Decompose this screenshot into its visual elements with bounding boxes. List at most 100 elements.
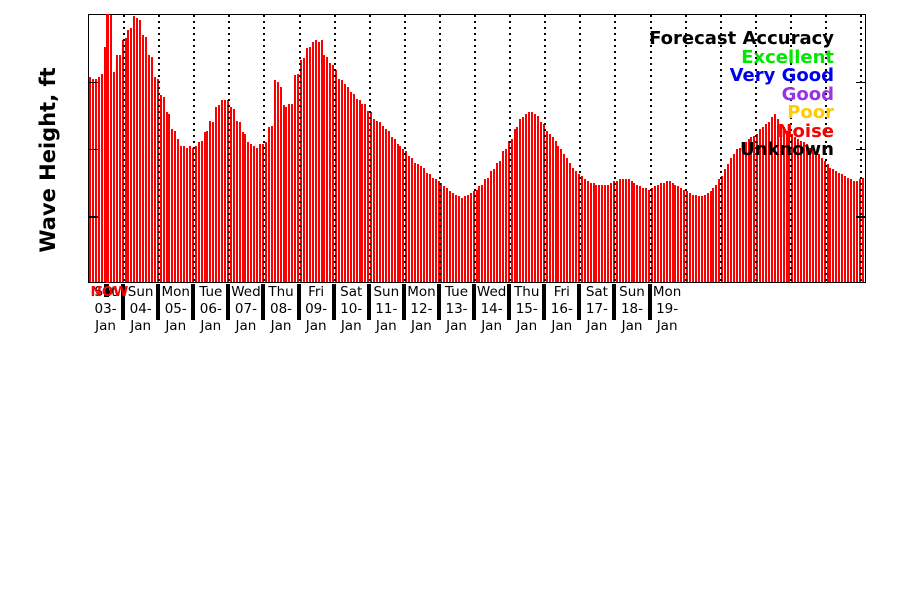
bar	[648, 189, 651, 282]
bar	[346, 86, 349, 282]
bar	[343, 83, 346, 282]
day-separator	[649, 15, 652, 282]
bar	[806, 144, 809, 282]
bar	[221, 100, 224, 282]
bar	[405, 150, 408, 282]
bar	[238, 122, 241, 282]
x-axis-day-cell: Mon 05-Jan	[158, 284, 193, 334]
bar	[776, 118, 779, 282]
bar	[823, 160, 826, 282]
bar	[332, 65, 335, 282]
x-axis-day-cell: Sun 11-Jan	[369, 284, 404, 334]
bar	[618, 179, 621, 282]
x-axis-day-cell: Fri 16-Jan	[544, 284, 579, 334]
bar	[501, 150, 504, 282]
bar	[513, 129, 516, 282]
bar	[525, 113, 528, 282]
bar	[142, 34, 145, 282]
bar	[703, 194, 706, 282]
x-axis-day-tick	[296, 284, 301, 320]
bar	[253, 145, 256, 282]
bar	[645, 187, 648, 282]
bar	[174, 130, 177, 282]
day-separator	[754, 15, 757, 282]
bar	[498, 160, 501, 282]
bar	[373, 118, 376, 282]
x-axis-day-tick	[366, 284, 371, 320]
bar	[171, 129, 174, 282]
bar	[417, 164, 420, 282]
bar	[273, 80, 276, 282]
x-axis-day-cell: Tue 06-Jan	[193, 284, 228, 334]
day-of-week-label: Sat	[585, 284, 608, 300]
bar	[838, 172, 841, 282]
day-separator	[438, 15, 441, 282]
bar	[446, 187, 449, 282]
bar	[212, 122, 215, 282]
bar	[536, 115, 539, 282]
x-axis-day-tick	[472, 284, 477, 320]
day-separator	[298, 15, 301, 282]
bar	[852, 181, 855, 282]
bar	[472, 191, 475, 282]
bar	[414, 162, 417, 282]
day-separator	[614, 15, 617, 282]
x-axis-day-tick	[507, 284, 512, 320]
bar	[604, 184, 607, 282]
bar	[235, 120, 238, 282]
bar	[735, 149, 738, 282]
bar	[232, 108, 235, 282]
x-axis-day-cell: Sun 18-Jan	[614, 284, 649, 334]
bar	[721, 176, 724, 282]
bar	[662, 182, 665, 282]
bar	[665, 181, 668, 282]
bar	[133, 16, 136, 282]
bar	[651, 187, 654, 282]
bar	[627, 179, 630, 282]
bar	[522, 117, 525, 282]
bar	[583, 179, 586, 282]
date-label: 05-Jan	[164, 301, 187, 334]
bar	[808, 147, 811, 282]
date-label: 06-Jan	[199, 301, 222, 334]
bar	[384, 129, 387, 282]
x-axis-day-tick	[436, 284, 441, 320]
bar	[466, 194, 469, 282]
bar	[864, 176, 865, 282]
day-separator	[719, 15, 722, 282]
day-separator	[403, 15, 406, 282]
x-axis-day-tick	[401, 284, 406, 320]
bar	[329, 63, 332, 282]
bar	[183, 145, 186, 282]
bar	[267, 127, 270, 282]
bar	[753, 135, 756, 282]
bar	[668, 181, 671, 282]
bar	[89, 76, 92, 282]
day-of-week-label: Fri	[553, 284, 570, 300]
bar	[592, 182, 595, 282]
bar	[615, 181, 618, 282]
day-separator	[860, 15, 863, 282]
bar	[188, 145, 191, 282]
bar	[516, 127, 519, 282]
bar	[788, 132, 791, 282]
bar	[136, 18, 139, 282]
bar	[206, 130, 209, 282]
date-label: 11-Jan	[375, 301, 398, 334]
bar	[381, 125, 384, 282]
bar	[510, 139, 513, 282]
bar	[314, 39, 317, 282]
bar	[264, 142, 267, 282]
x-axis-day-tick	[261, 284, 266, 320]
bar	[557, 145, 560, 282]
bar	[288, 103, 291, 282]
bar	[185, 147, 188, 282]
x-axis-day-cell: Wed 07-Jan	[228, 284, 263, 334]
bar	[475, 189, 478, 282]
bar	[408, 155, 411, 282]
day-separator	[825, 15, 828, 282]
bar	[691, 194, 694, 282]
bar-series	[89, 15, 865, 282]
bar	[531, 112, 534, 282]
y-tick-right	[856, 81, 865, 83]
